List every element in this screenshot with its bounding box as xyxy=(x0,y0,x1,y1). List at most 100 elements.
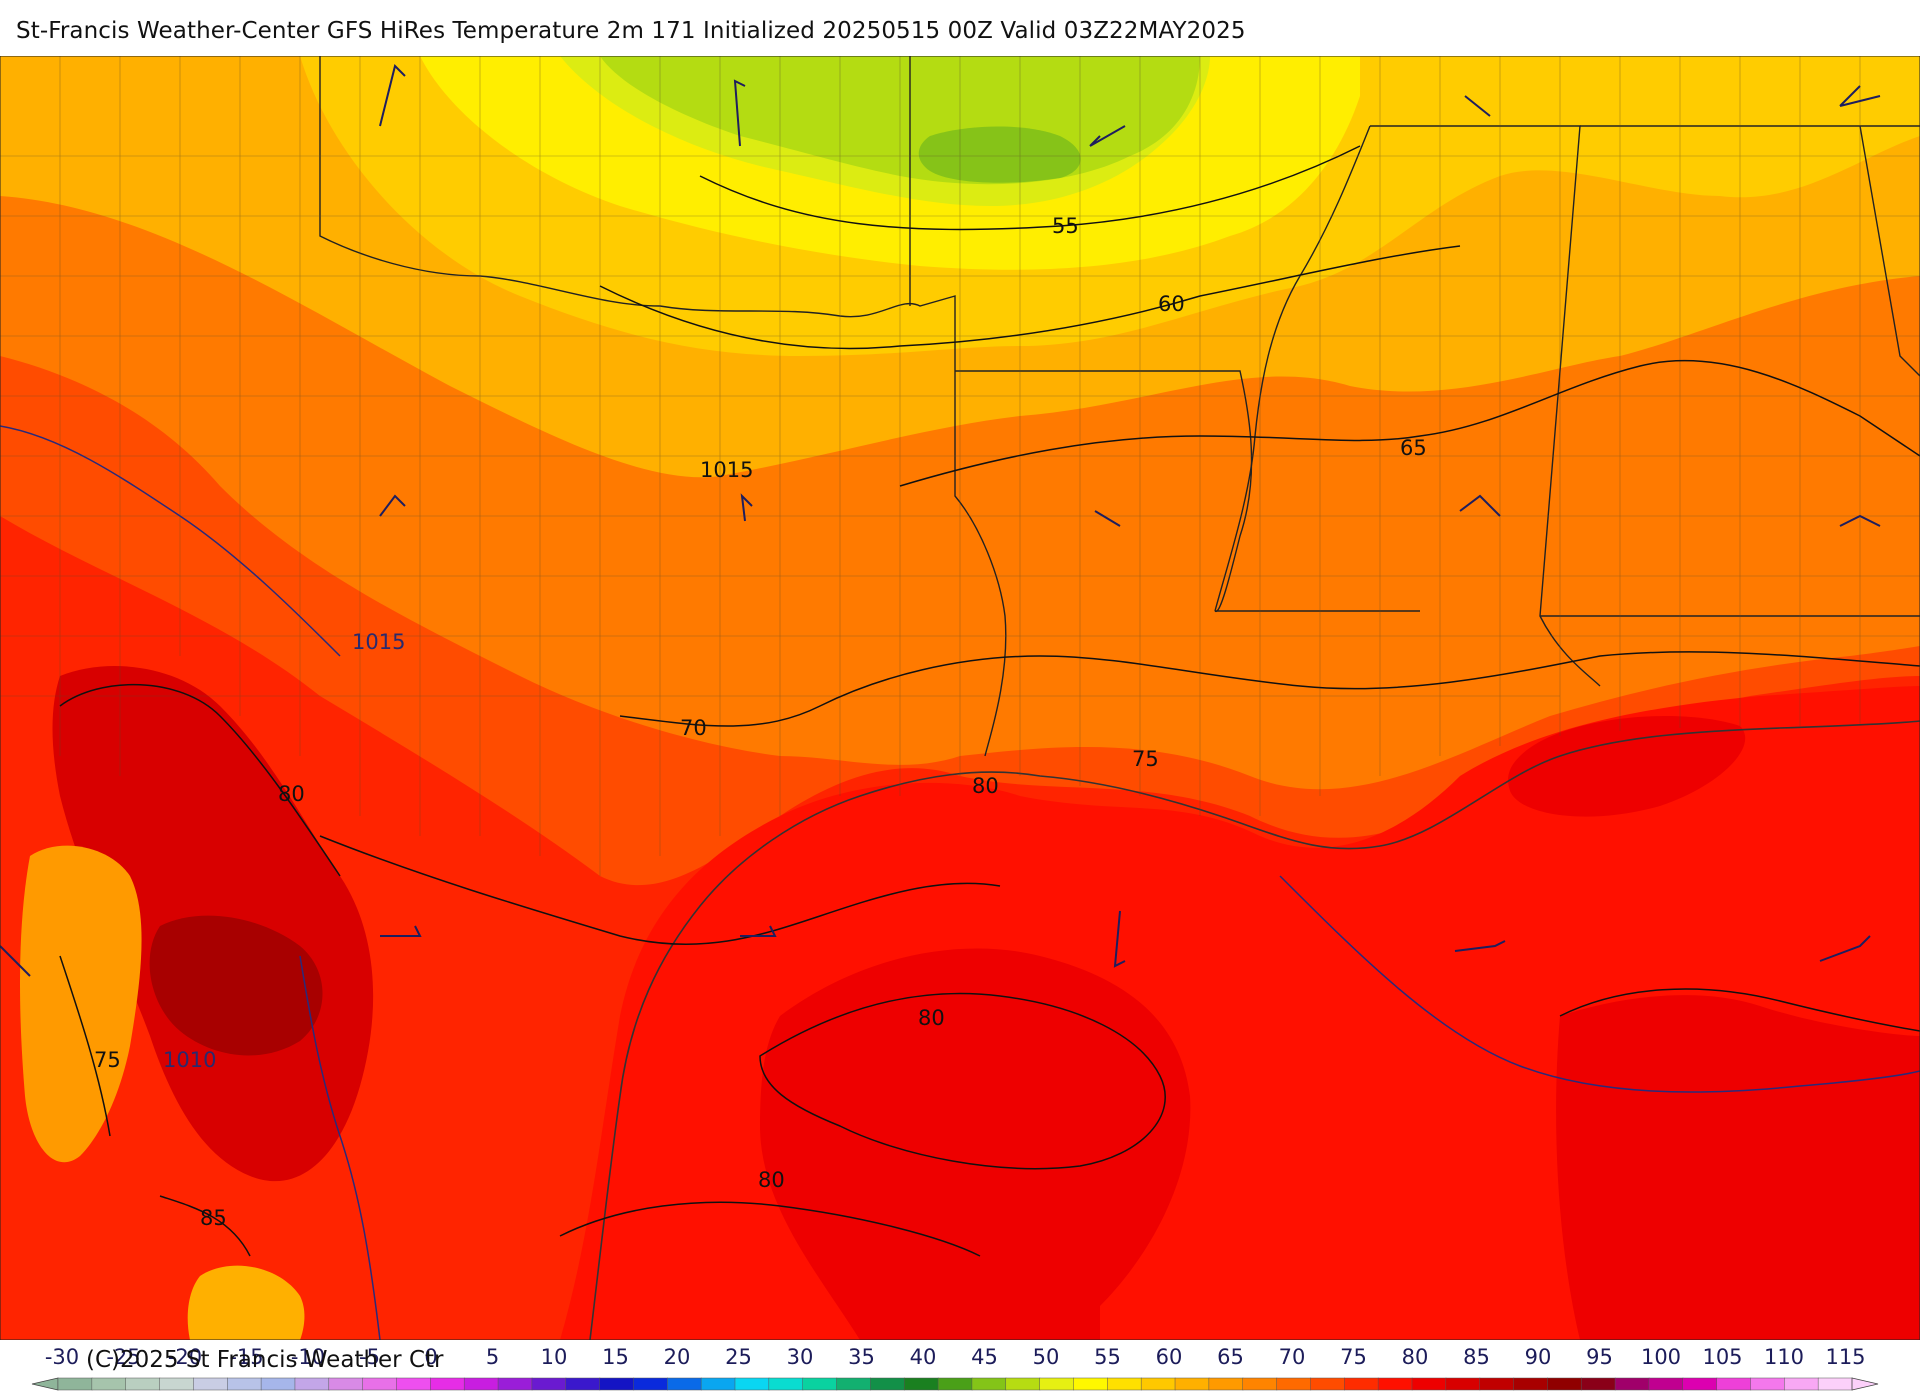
colorbar-segment xyxy=(1140,1377,1176,1391)
colorbar-segment xyxy=(599,1377,635,1391)
gulf-cell-southeast xyxy=(1556,995,1920,1340)
colorbar-tick-label: 100 xyxy=(1641,1345,1681,1369)
colorbar-tick-label: 5 xyxy=(486,1345,499,1369)
colorbar-segment xyxy=(1039,1377,1075,1391)
colorbar-tick-label: 15 xyxy=(602,1345,629,1369)
colorbar-segment xyxy=(159,1377,195,1391)
colorbar-segment xyxy=(1242,1377,1278,1391)
colorbar-segment xyxy=(125,1377,161,1391)
map-title: St-Francis Weather-Center GFS HiRes Temp… xyxy=(16,18,1246,44)
colorbar-tick-label: 45 xyxy=(971,1345,998,1369)
colorbar-segment xyxy=(1310,1377,1345,1391)
gulf-cell-east xyxy=(1508,716,1746,817)
colorbar-ticks: -30 -25 -20 -15 -10 -5 0 5 10 15 20 25 30 35 40 45 50 55 6… xyxy=(45,1345,1866,1369)
contour-label-80-coast: 80 xyxy=(972,774,999,798)
colorbar-segment xyxy=(1648,1377,1684,1391)
colorbar-segment xyxy=(362,1377,398,1391)
contour-label-60: 60 xyxy=(1158,292,1185,316)
colorbar-segment xyxy=(1073,1377,1108,1391)
colorbar-tick-label: 0 xyxy=(424,1345,437,1369)
colorbar-segment xyxy=(937,1377,973,1391)
colorbar-segment xyxy=(1377,1377,1413,1391)
colorbar-segment xyxy=(700,1377,736,1391)
colorbar-tick-label: -25 xyxy=(106,1345,140,1369)
colorbar-segment xyxy=(1817,1377,1853,1391)
contour-label-55: 55 xyxy=(1052,214,1079,238)
copyright-notice: (C)2025 St Francis Weather Ctr xyxy=(86,1347,444,1373)
contour-label-80-gulf: 80 xyxy=(918,1006,945,1030)
wind-barbs xyxy=(0,64,1881,977)
contour-label-80-south: 80 xyxy=(758,1168,785,1192)
colorbar-segment xyxy=(531,1377,567,1391)
colorbar-segment xyxy=(1445,1377,1481,1391)
colorbar-tick-label: 90 xyxy=(1525,1345,1552,1369)
colorbar-segment xyxy=(1208,1377,1244,1391)
colorbar-tick-label: 55 xyxy=(1094,1345,1121,1369)
colorbar-tick-label: -5 xyxy=(359,1345,380,1369)
colorbar-tick-label: 80 xyxy=(1402,1345,1429,1369)
colorbar-segment xyxy=(430,1377,465,1391)
colorbar-segment xyxy=(836,1377,872,1391)
contour-label-75: 75 xyxy=(1132,747,1159,771)
colorbar-segment xyxy=(1614,1377,1650,1391)
colorbar-segment xyxy=(396,1377,431,1391)
contour-label-65: 65 xyxy=(1400,436,1427,460)
colorbar-tick-label: 105 xyxy=(1702,1345,1742,1369)
colorbar-segment xyxy=(667,1377,702,1391)
colorbar-segment xyxy=(1479,1377,1515,1391)
mexico-hot-core xyxy=(149,915,323,1056)
colorbar-segment xyxy=(227,1377,262,1391)
temperature-band-48 xyxy=(918,126,1081,183)
contour-label-80-mexico: 80 xyxy=(278,782,305,806)
colorbar-tick-label: 10 xyxy=(541,1345,568,1369)
colorbar-tick-label: 110 xyxy=(1764,1345,1804,1369)
mexico-cooler-highland xyxy=(20,845,142,1163)
colorbar-tick-label: 35 xyxy=(848,1345,875,1369)
colorbar-tick-label: 75 xyxy=(1340,1345,1367,1369)
colorbar-segment xyxy=(802,1377,838,1391)
colorbar-tick-label: 30 xyxy=(787,1345,814,1369)
pressure-label-1010: 1010 xyxy=(163,1048,216,1072)
colorbar-segment xyxy=(463,1377,499,1391)
pressure-label-1015-west: 1015 xyxy=(352,630,405,654)
colorbar-segment xyxy=(1716,1377,1752,1391)
colorbar-segment xyxy=(1682,1377,1718,1391)
colorbar-segment xyxy=(903,1377,939,1391)
colorbar-tick-label: 50 xyxy=(1033,1345,1060,1369)
contour-label-70: 70 xyxy=(680,716,707,740)
colorbar-tick-label: 40 xyxy=(910,1345,937,1369)
colorbar-segment xyxy=(497,1377,533,1391)
temperature-colorbar: -30 -25 -20 -15 -10 -5 0 5 10 15 20 25 30 35 40 45 50 55 6… xyxy=(31,1345,1879,1391)
colorbar-segment xyxy=(328,1377,364,1391)
colorbar-tick-label: 95 xyxy=(1586,1345,1613,1369)
colorbar-segment xyxy=(1547,1377,1582,1391)
colorbar-tick-label: 20 xyxy=(664,1345,691,1369)
temperature-labels: 55 60 65 70 75 80 80 80 80 75 85 xyxy=(94,214,1427,1230)
colorbar-segment xyxy=(1411,1377,1447,1391)
pressure-labels: 1015 1015 1010 xyxy=(163,458,753,1072)
colorbar-segment xyxy=(1750,1377,1785,1391)
pressure-label-1015-north: 1015 xyxy=(700,458,753,482)
colorbar-segment xyxy=(260,1377,296,1391)
contour-label-85: 85 xyxy=(200,1206,227,1230)
pressure-contours xyxy=(0,425,1920,1340)
colorbar-segment xyxy=(57,1377,93,1391)
colorbar-segment xyxy=(1107,1377,1142,1391)
colorbar-segment xyxy=(193,1377,228,1391)
colorbar-segment xyxy=(1344,1377,1379,1391)
colorbar-segment xyxy=(1005,1377,1041,1391)
temperature-contours xyxy=(59,145,1920,1257)
colorbar-segments xyxy=(31,1377,1879,1391)
colorbar-tick-label: -15 xyxy=(229,1345,263,1369)
contour-label-75-mexico: 75 xyxy=(94,1048,121,1072)
mexico-cool-south xyxy=(187,1265,305,1340)
colorbar-segment xyxy=(294,1377,330,1391)
colorbar-segment xyxy=(870,1377,905,1391)
colorbar-segment xyxy=(971,1377,1007,1391)
colorbar-segment xyxy=(1513,1377,1549,1391)
colorbar-tick-label: 25 xyxy=(725,1345,752,1369)
colorbar-tick-label: -10 xyxy=(291,1345,325,1369)
colorbar-segment xyxy=(1174,1377,1210,1391)
colorbar-segment xyxy=(565,1377,601,1391)
colorbar-segment xyxy=(633,1377,668,1391)
